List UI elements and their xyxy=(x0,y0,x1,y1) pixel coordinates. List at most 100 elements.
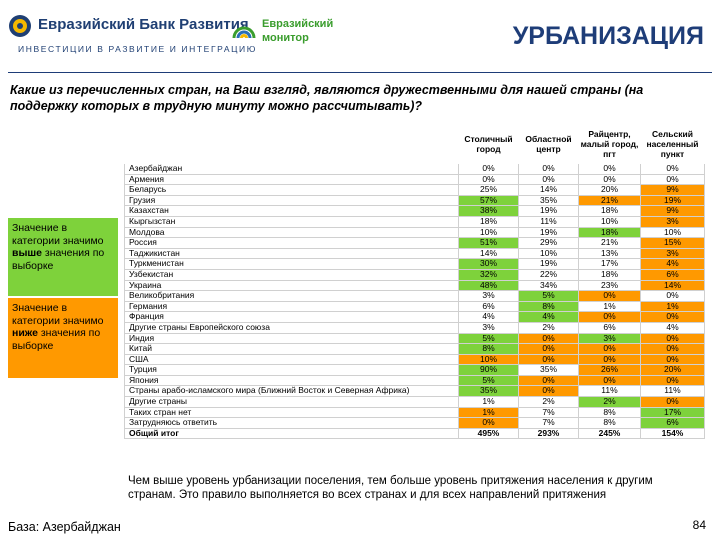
value-cell: 17% xyxy=(578,258,641,270)
bank-name: Евразийский Банк Развития xyxy=(38,16,249,33)
table-body: Азербайджан 0% 0% 0% 0% Армения 0% 0% 0% 0% Белару… xyxy=(124,163,705,440)
table-row: Затрудняюсь ответить 0% 7% 8% 6% xyxy=(124,417,705,429)
value-cell: 1% xyxy=(578,300,641,313)
country-cell: Китай xyxy=(124,343,459,355)
value-cell: 0% xyxy=(518,163,579,175)
value-cell: 6% xyxy=(578,321,641,334)
legend-lower-strong: ниже xyxy=(12,327,38,339)
country-cell: Франция xyxy=(124,311,459,323)
value-cell: 17% xyxy=(640,406,705,419)
value-cell: 0% xyxy=(458,417,519,429)
value-cell: 19% xyxy=(518,258,579,270)
column-header: Столичный город xyxy=(458,124,519,164)
value-cell: 0% xyxy=(518,343,579,355)
table-row: Азербайджан 0% 0% 0% 0% xyxy=(124,163,705,175)
table-row: Армения 0% 0% 0% 0% xyxy=(124,173,705,186)
legend-higher: Значение в категории значимо выше значен… xyxy=(8,218,118,296)
value-cell: 3% xyxy=(458,290,519,302)
table-row: Украина 48% 34% 23% 14% xyxy=(124,279,705,292)
value-cell: 19% xyxy=(640,194,705,207)
legend-higher-text: Значение в категории значимо xyxy=(12,222,104,247)
country-cell: Другие страны xyxy=(124,396,459,408)
country-cell: Молдова xyxy=(124,226,459,239)
page-title: УРБАНИЗАЦИЯ xyxy=(512,22,704,50)
value-cell: 6% xyxy=(458,300,519,313)
bank-logo: Евразийский Банк Развития ИНВЕСТИЦИИ В Р… xyxy=(8,12,255,62)
value-cell: 18% xyxy=(578,205,641,217)
value-cell: 0% xyxy=(518,173,579,186)
country-cell: Кыргызстан xyxy=(124,215,459,228)
value-cell: 6% xyxy=(640,268,705,281)
value-cell: 8% xyxy=(458,343,519,355)
table-row: Франция 4% 4% 0% 0% xyxy=(124,311,705,323)
table-row: Молдова 10% 19% 18% 10% xyxy=(124,226,705,239)
country-cell: Армения xyxy=(124,173,459,186)
country-cell: Индия xyxy=(124,332,459,345)
value-cell: 19% xyxy=(518,205,579,217)
table-row: Россия 51% 29% 21% 15% xyxy=(124,237,705,249)
country-cell: Затрудняюсь ответить xyxy=(124,417,459,429)
value-cell: 21% xyxy=(578,194,641,207)
value-cell: 23% xyxy=(578,279,641,292)
value-cell: 0% xyxy=(518,374,579,387)
table-row: Страны арабо-исламского мира (Ближний Во… xyxy=(124,385,705,398)
value-cell: 57% xyxy=(458,194,519,207)
value-cell: 10% xyxy=(458,353,519,366)
value-cell: 4% xyxy=(640,321,705,334)
column-header: Областной центр xyxy=(518,124,579,164)
monitor-name-line2: монитор xyxy=(262,32,309,44)
value-cell: 0% xyxy=(458,173,519,186)
country-cell: США xyxy=(124,353,459,366)
value-cell: 0% xyxy=(578,173,641,186)
table-row: Узбекистан 32% 22% 18% 6% xyxy=(124,268,705,281)
value-cell: 11% xyxy=(518,215,579,228)
value-cell: 18% xyxy=(578,226,641,239)
table-row: Туркменистан 30% 19% 17% 4% xyxy=(124,258,705,270)
country-cell: Казахстан xyxy=(124,205,459,217)
value-cell: 11% xyxy=(640,385,705,398)
value-cell: 4% xyxy=(518,311,579,323)
value-cell: 25% xyxy=(458,184,519,196)
value-cell: 0% xyxy=(640,374,705,387)
value-cell: 0% xyxy=(518,385,579,398)
value-cell: 4% xyxy=(458,311,519,323)
legend-lower-text: Значение в категории значимо xyxy=(12,302,104,327)
country-cell: Украина xyxy=(124,279,459,292)
value-cell: 0% xyxy=(578,311,641,323)
value-cell: 2% xyxy=(578,396,641,408)
value-cell: 30% xyxy=(458,258,519,270)
value-cell: 32% xyxy=(458,268,519,281)
value-cell: 0% xyxy=(578,163,641,175)
value-cell: 11% xyxy=(578,385,641,398)
value-cell: 51% xyxy=(458,237,519,249)
value-cell: 0% xyxy=(640,290,705,302)
column-header: Райцентр, малый город, пгт xyxy=(578,124,641,164)
country-cell: Азербайджан xyxy=(124,163,459,175)
column-header: Сельский населенный пункт xyxy=(640,124,705,164)
table-row: Кыргызстан 18% 11% 10% 3% xyxy=(124,215,705,228)
page-number: 84 xyxy=(692,518,706,532)
header-divider xyxy=(8,72,712,73)
country-cell: Германия xyxy=(124,300,459,313)
value-cell: 21% xyxy=(578,237,641,249)
value-cell: 5% xyxy=(458,374,519,387)
country-cell: Япония xyxy=(124,374,459,387)
value-cell: 13% xyxy=(578,247,641,260)
value-cell: 0% xyxy=(640,311,705,323)
value-cell: 34% xyxy=(518,279,579,292)
value-cell: 14% xyxy=(640,279,705,292)
total-label: Общий итог xyxy=(124,427,459,440)
value-cell: 10% xyxy=(640,226,705,239)
value-cell: 1% xyxy=(458,406,519,419)
country-cell: Турция xyxy=(124,364,459,376)
value-cell: 35% xyxy=(518,364,579,376)
value-cell: 8% xyxy=(578,417,641,429)
total-cell: 245% xyxy=(578,427,641,440)
value-cell: 3% xyxy=(458,321,519,334)
value-cell: 10% xyxy=(578,215,641,228)
value-cell: 18% xyxy=(458,215,519,228)
country-cell: Таких стран нет xyxy=(124,406,459,419)
value-cell: 14% xyxy=(518,184,579,196)
monitor-logo: Евразийский монитор xyxy=(230,12,333,58)
country-cell: Страны арабо-исламского мира (Ближний Во… xyxy=(124,385,459,398)
